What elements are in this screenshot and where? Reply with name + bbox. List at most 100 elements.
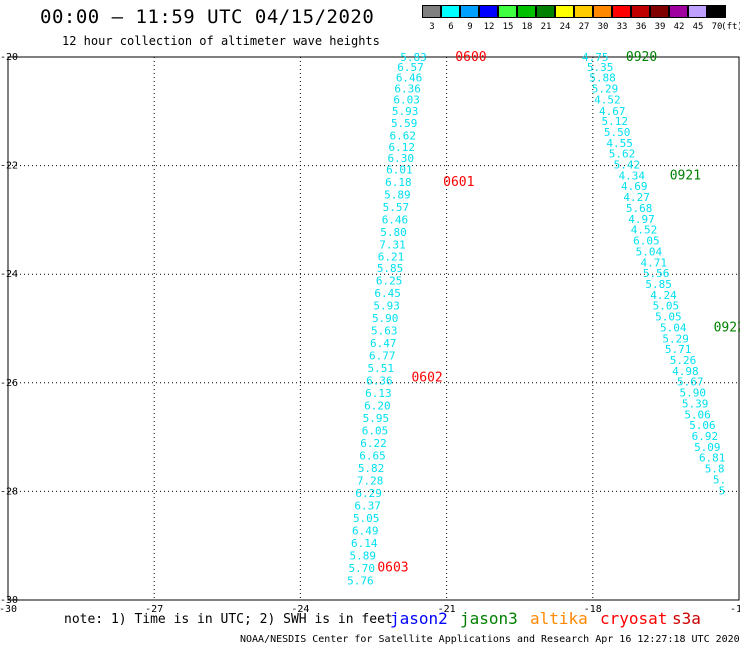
cryosat-swh-value: 5.63 bbox=[371, 325, 398, 338]
jason3-swh-value: 5.29 bbox=[662, 332, 689, 345]
jason3-swh-value: 5.68 bbox=[626, 202, 653, 215]
cryosat-swh-value: 6.13 bbox=[365, 387, 392, 400]
cryosat-swh-value: 7.31 bbox=[379, 238, 406, 251]
colorbar-swatch bbox=[612, 5, 631, 18]
colorbar-swatch bbox=[498, 5, 517, 18]
cryosat-swh-value: 5.70 bbox=[349, 562, 376, 575]
jason3-swh-value: 4.75 bbox=[582, 51, 609, 64]
jason3-swh-value: 5 bbox=[719, 484, 726, 497]
colorbar-swatch bbox=[536, 5, 555, 18]
colorbar-label: 30 bbox=[597, 22, 609, 32]
cryosat-time-label: 0600 bbox=[455, 50, 486, 65]
cryosat-swh-value: 5.76 bbox=[347, 574, 374, 587]
jason3-swh-value: 6.92 bbox=[692, 430, 719, 443]
colorbar-swatch bbox=[460, 5, 479, 18]
cryosat-swh-value: 6.46 bbox=[382, 213, 409, 226]
colorbar-swatch bbox=[707, 5, 726, 18]
cryosat-swh-value: 6.25 bbox=[376, 275, 403, 288]
cryosat-time-label: 0603 bbox=[377, 560, 408, 575]
colorbar-swatch bbox=[422, 5, 441, 18]
cryosat-swh-value: 6.20 bbox=[364, 400, 391, 413]
jason3-swh-value: 4.67 bbox=[599, 105, 626, 118]
cryosat-swh-value: 5.90 bbox=[372, 312, 399, 325]
y-tick-label: -24 bbox=[0, 269, 18, 280]
colorbar-swatch bbox=[517, 5, 536, 18]
cryosat-swh-value: 6.21 bbox=[378, 250, 405, 263]
jason3-swh-value: 4.71 bbox=[640, 256, 667, 269]
footer-note: note: 1) Time is in UTC; 2) SWH is in fe… bbox=[64, 612, 393, 627]
y-tick-label: -30 bbox=[0, 595, 18, 606]
legend-jason3: jason3 bbox=[460, 609, 518, 628]
jason3-swh-value: 5.06 bbox=[689, 419, 716, 432]
jason3-swh-value: 4.52 bbox=[631, 224, 658, 237]
x-tick-label: -27 bbox=[145, 604, 163, 615]
colorbar-swatch bbox=[688, 5, 707, 18]
cryosat-swh-value: 6.05 bbox=[362, 425, 389, 438]
y-tick-label: -20 bbox=[0, 52, 18, 63]
cryosat-swh-value: 7.28 bbox=[357, 475, 384, 488]
cryosat-swh-value: 6.30 bbox=[388, 152, 415, 165]
jason3-swh-value: 5.88 bbox=[589, 72, 616, 85]
colorbar-label: 21 bbox=[540, 22, 552, 32]
cryosat-swh-value: 6.45 bbox=[374, 287, 401, 300]
jason3-swh-value: 5.35 bbox=[587, 61, 614, 74]
cryosat-swh-value: 5.82 bbox=[358, 462, 385, 475]
colorbar-unit: (ft) bbox=[721, 22, 740, 32]
jason3-swh-value: 5.04 bbox=[660, 321, 687, 334]
colorbar-label: 42 bbox=[673, 22, 685, 32]
cryosat-swh-value: 5.89 bbox=[350, 549, 377, 562]
colorbar-label: 39 bbox=[654, 22, 666, 32]
jason3-swh-value: 4.97 bbox=[628, 213, 655, 226]
cryosat-swh-value: 5.85 bbox=[377, 262, 404, 275]
cryosat-swh-value: 6.49 bbox=[352, 524, 379, 537]
jason3-swh-value: 5. bbox=[713, 473, 726, 486]
colorbar-label: 33 bbox=[616, 22, 628, 32]
chart-title: 00:00 – 11:59 UTC 04/15/2020 bbox=[40, 6, 375, 28]
colorbar-swatch bbox=[574, 5, 593, 18]
jason3-swh-value: 5.05 bbox=[653, 300, 680, 313]
jason3-swh-value: 5.90 bbox=[679, 387, 706, 400]
colorbar-label: 36 bbox=[635, 22, 647, 32]
cryosat-swh-value: 6.46 bbox=[396, 72, 423, 85]
jason3-swh-value: 6.81 bbox=[699, 452, 726, 465]
cryosat-swh-value: 6.36 bbox=[394, 82, 421, 95]
jason3-swh-value: 5.56 bbox=[643, 267, 670, 280]
jason3-swh-value: 5.71 bbox=[665, 343, 692, 356]
colorbar-swatch bbox=[669, 5, 688, 18]
jason3-time-label: 0921 bbox=[670, 168, 701, 183]
colorbar-label: 15 bbox=[502, 22, 514, 32]
x-tick-label: -15 bbox=[730, 604, 740, 615]
cryosat-swh-value: 6.36 bbox=[366, 375, 393, 388]
cryosat-swh-value: 6.22 bbox=[360, 437, 387, 450]
jason3-swh-value: 6.05 bbox=[633, 235, 660, 248]
jason3-swh-value: 5.05 bbox=[655, 311, 682, 324]
colorbar-label: 9 bbox=[467, 22, 473, 32]
colorbar-label: 18 bbox=[521, 22, 533, 32]
jason3-swh-value: 5.8 bbox=[705, 463, 725, 476]
colorbar-swatch bbox=[479, 5, 498, 18]
cryosat-swh-value: 6.57 bbox=[397, 61, 424, 74]
colorbar-label: 12 bbox=[483, 22, 495, 32]
jason3-swh-value: 5.12 bbox=[601, 115, 628, 128]
jason3-swh-value: 4.34 bbox=[619, 169, 646, 182]
jason3-time-label: 0920 bbox=[626, 50, 657, 65]
legend-cryosat: cryosat bbox=[600, 609, 668, 628]
cryosat-swh-value: 6.01 bbox=[386, 163, 413, 176]
cryosat-swh-value: 5.93 bbox=[373, 300, 400, 313]
jason3-swh-value: 5.62 bbox=[609, 148, 636, 161]
cryosat-swh-value: 6.29 bbox=[355, 487, 382, 500]
cryosat-swh-value: 6.12 bbox=[389, 141, 416, 154]
jason3-swh-value: 4.52 bbox=[594, 93, 621, 106]
plot-frame bbox=[7, 56, 740, 601]
jason3-swh-value: 4.69 bbox=[621, 180, 648, 193]
x-tick-label: -21 bbox=[438, 604, 456, 615]
cryosat-swh-value: 5.93 bbox=[392, 105, 419, 118]
cryosat-swh-value: 5.59 bbox=[391, 117, 418, 130]
cryosat-swh-value: 6.77 bbox=[369, 350, 396, 363]
jason3-swh-value: 4.27 bbox=[623, 191, 650, 204]
cryosat-swh-value: 6.37 bbox=[354, 500, 381, 513]
jason3-swh-value: 5.06 bbox=[684, 408, 711, 421]
y-tick-label: -22 bbox=[0, 161, 18, 172]
